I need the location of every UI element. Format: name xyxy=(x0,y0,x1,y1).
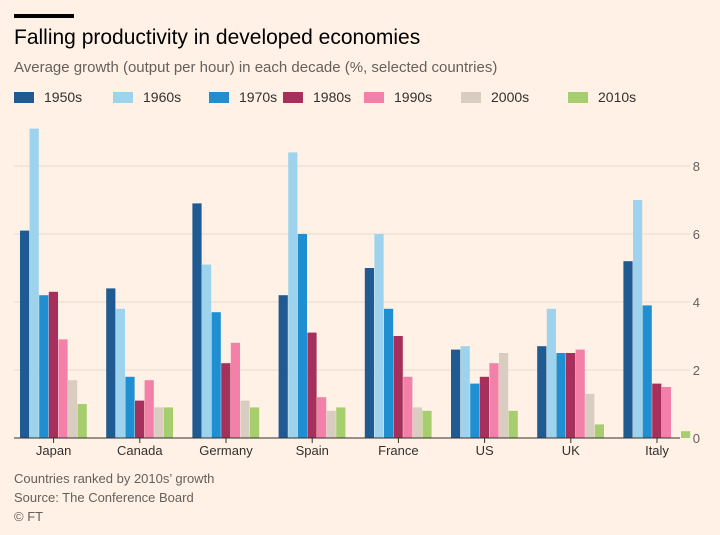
chart-title: Falling productivity in developed econom… xyxy=(14,26,421,49)
bar-UK-1950s xyxy=(537,346,547,438)
bar-Italy-1990s xyxy=(661,387,671,438)
legend-swatch xyxy=(283,91,303,103)
bar-Germany-1990s xyxy=(230,342,240,438)
bar-US-1970s xyxy=(470,383,480,438)
bar-Italy-1960s xyxy=(633,200,643,438)
bar-UK-1990s xyxy=(575,349,585,438)
legend-label: 2010s xyxy=(598,89,637,105)
chart-subtitle: Average growth (output per hour) in each… xyxy=(14,59,498,76)
bar-Germany-1970s xyxy=(211,312,221,438)
bar-Italy-1950s xyxy=(623,261,633,438)
bar-Canada-2000s xyxy=(154,407,164,438)
bar-Japan-1960s xyxy=(29,128,39,438)
chart-source: Source: The Conference Board xyxy=(14,490,194,505)
chart-note: Countries ranked by 2010s’ growth xyxy=(14,471,215,486)
bar-US-1990s xyxy=(489,363,499,438)
bar-chart: 0 2 4 6 8 Japan Canada Germany Spain France US UK It… xyxy=(14,128,700,458)
bar-Japan-2010s xyxy=(77,404,87,438)
legend-swatch xyxy=(568,91,588,103)
bar-Canada-1950s xyxy=(106,288,116,438)
bar-Germany-1980s xyxy=(221,363,231,438)
legend-swatch xyxy=(14,91,34,103)
bar-Japan-1980s xyxy=(48,291,58,438)
y-tick-label: 2 xyxy=(693,363,700,378)
legend-item-1980s: 1980s xyxy=(283,89,351,105)
bar-US-1960s xyxy=(460,346,470,438)
bar-Spain-1960s xyxy=(288,152,298,438)
bar-Germany-2010s xyxy=(250,407,260,438)
bar-Spain-1990s xyxy=(317,397,327,438)
bar-France-1990s xyxy=(403,376,413,438)
legend-item-1950s: 1950s xyxy=(14,89,82,105)
y-tick-label: 8 xyxy=(693,159,700,174)
legend-item-1990s: 1990s xyxy=(364,89,432,105)
legend-item-1960s: 1960s xyxy=(113,89,181,105)
bar-Spain-1950s xyxy=(278,295,288,438)
bar-US-2010s xyxy=(508,410,518,438)
chart-legend: 1950s 1960s 1970s 1980s 1990s 2000s 2010s xyxy=(14,89,714,109)
legend-item-2010s: 2010s xyxy=(568,89,636,105)
bar-UK-1960s xyxy=(546,308,556,438)
bar-Canada-1990s xyxy=(144,380,154,438)
bar-France-2000s xyxy=(412,407,422,438)
legend-label: 1990s xyxy=(394,89,433,105)
bar-France-1950s xyxy=(364,268,374,438)
legend-swatch xyxy=(461,91,481,103)
legend-label: 1980s xyxy=(313,89,352,105)
bar-Canada-1980s xyxy=(135,400,145,438)
legend-label: 1970s xyxy=(239,89,278,105)
bar-UK-1970s xyxy=(556,353,566,438)
bar-France-1970s xyxy=(384,308,394,438)
legend-swatch xyxy=(113,91,133,103)
bar-Italy-1970s xyxy=(642,305,652,438)
y-tick-label: 6 xyxy=(693,227,700,242)
bar-Spain-2010s xyxy=(336,407,346,438)
x-tick-label: France xyxy=(378,443,418,458)
x-tick-label: Italy xyxy=(645,443,669,458)
bar-Spain-1980s xyxy=(307,332,317,438)
legend-label: 1960s xyxy=(143,89,182,105)
bar-Canada-1970s xyxy=(125,376,135,438)
x-tick-label: Spain xyxy=(296,443,329,458)
x-tick-label: Canada xyxy=(117,443,163,458)
bar-UK-2000s xyxy=(585,393,595,438)
bar-US-1980s xyxy=(479,376,489,438)
bar-Japan-2000s xyxy=(68,380,78,438)
bar-France-1960s xyxy=(374,234,384,438)
bar-Germany-2000s xyxy=(240,400,250,438)
x-tick-label: Germany xyxy=(199,443,253,458)
copyright-credit: © FT xyxy=(14,509,44,524)
legend-label: 1950s xyxy=(44,89,83,105)
legend-item-1970s: 1970s xyxy=(209,89,277,105)
y-tick-label: 0 xyxy=(693,431,700,446)
legend-item-2000s: 2000s xyxy=(461,89,529,105)
bar-Germany-1960s xyxy=(202,264,212,438)
bar-Italy-2010s xyxy=(681,431,691,438)
bar-France-1980s xyxy=(393,336,403,438)
legend-label: 2000s xyxy=(491,89,530,105)
ft-brand-bar xyxy=(14,14,74,18)
bar-UK-1980s xyxy=(566,353,576,438)
bar-Canada-1960s xyxy=(115,308,125,438)
legend-swatch xyxy=(209,91,229,103)
bar-Italy-1980s xyxy=(652,383,662,438)
bar-Japan-1990s xyxy=(58,339,68,438)
x-tick-label: UK xyxy=(562,443,580,458)
bar-Spain-2000s xyxy=(326,410,336,438)
bar-Spain-1970s xyxy=(297,234,307,438)
bar-Japan-1950s xyxy=(20,230,30,438)
bar-UK-2010s xyxy=(594,424,604,438)
bar-Canada-2010s xyxy=(163,407,173,438)
x-tick-label: US xyxy=(476,443,494,458)
legend-swatch xyxy=(364,91,384,103)
bar-US-1950s xyxy=(451,349,461,438)
bar-Germany-1950s xyxy=(192,203,202,438)
y-tick-label: 4 xyxy=(693,295,700,310)
x-tick-label: Japan xyxy=(36,443,71,458)
bar-US-2000s xyxy=(499,353,509,438)
bar-Japan-1970s xyxy=(39,295,49,438)
bar-France-2010s xyxy=(422,410,432,438)
